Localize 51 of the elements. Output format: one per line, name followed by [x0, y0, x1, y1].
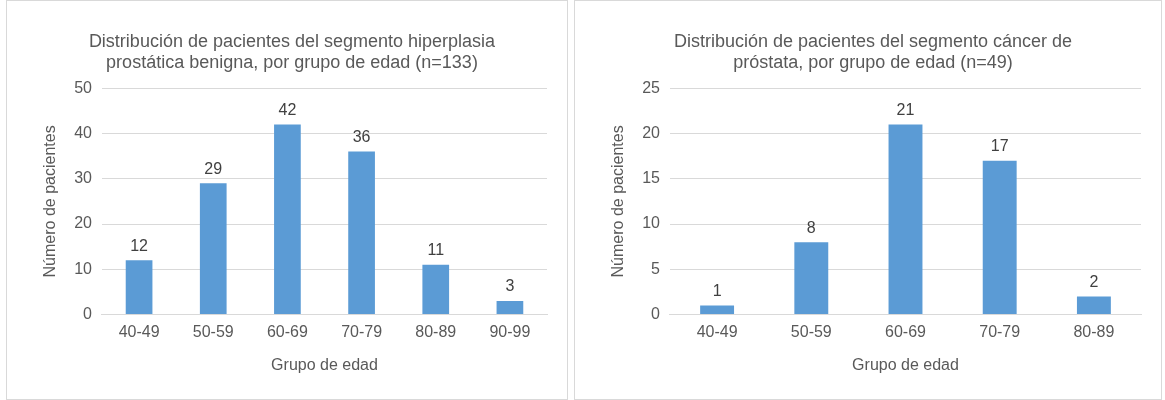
- x-tick-label: 70-79: [341, 322, 383, 340]
- bar: [496, 301, 524, 315]
- y-tick-label: 15: [642, 169, 661, 187]
- x-tick-label: 50-59: [790, 322, 832, 340]
- y-tick-label: 0: [83, 305, 93, 323]
- data-label: 21: [896, 100, 915, 118]
- y-tick-label: 30: [74, 169, 93, 187]
- bar: [274, 124, 301, 315]
- y-tick-label: 25: [642, 78, 661, 96]
- x-tick-label: 80-89: [415, 322, 457, 340]
- y-tick-label: 10: [74, 259, 93, 277]
- y-axis-title: Número de pacientes: [609, 125, 627, 278]
- y-tick-label: 0: [651, 305, 661, 323]
- data-label: 3: [505, 277, 515, 295]
- bar: [1076, 296, 1111, 315]
- x-axis-title: Grupo de edad: [852, 355, 959, 373]
- bar: [422, 264, 450, 315]
- y-axis-title: Número de pacientes: [41, 125, 59, 278]
- data-label: 29: [204, 159, 223, 177]
- chart-title: Distribución de pacientes del segmento cáncer de próstata, por grupo de edad (n=49): [673, 30, 1073, 73]
- bar: [348, 151, 375, 315]
- x-tick-label: 40-49: [696, 322, 738, 340]
- data-label: 42: [278, 100, 297, 118]
- data-label: 2: [1089, 272, 1099, 290]
- chart-title: Distribución de pacientes del segmento hiperplasia prostática benigna, por grupo de edad (n=133): [88, 30, 497, 73]
- bar: [888, 124, 923, 315]
- data-label: 12: [130, 236, 149, 254]
- y-tick-label: 50: [74, 78, 93, 96]
- x-tick-label: 80-89: [1073, 322, 1115, 340]
- x-axis-title: Grupo de edad: [271, 355, 378, 373]
- y-tick-label: 20: [642, 123, 661, 141]
- bar: [700, 305, 735, 315]
- x-tick-label: 60-69: [885, 322, 927, 340]
- x-tick-label: 70-79: [979, 322, 1021, 340]
- y-tick-label: 20: [74, 214, 93, 232]
- x-tick-label: 60-69: [266, 322, 308, 340]
- data-label: 17: [990, 137, 1009, 155]
- x-tick-label: 50-59: [192, 322, 234, 340]
- y-tick-label: 10: [642, 214, 661, 232]
- data-label: 36: [352, 128, 371, 145]
- data-label: 1: [712, 281, 722, 299]
- data-label: 8: [806, 218, 816, 236]
- x-tick-label: 40-49: [118, 322, 160, 340]
- bar: [199, 183, 227, 315]
- data-label: 11: [427, 241, 445, 259]
- bar: [794, 242, 829, 315]
- x-tick-label: 90-99: [489, 322, 531, 340]
- y-tick-label: 40: [74, 123, 93, 141]
- y-tick-label: 5: [651, 259, 661, 277]
- bar: [982, 160, 1017, 315]
- bar: [125, 260, 153, 315]
